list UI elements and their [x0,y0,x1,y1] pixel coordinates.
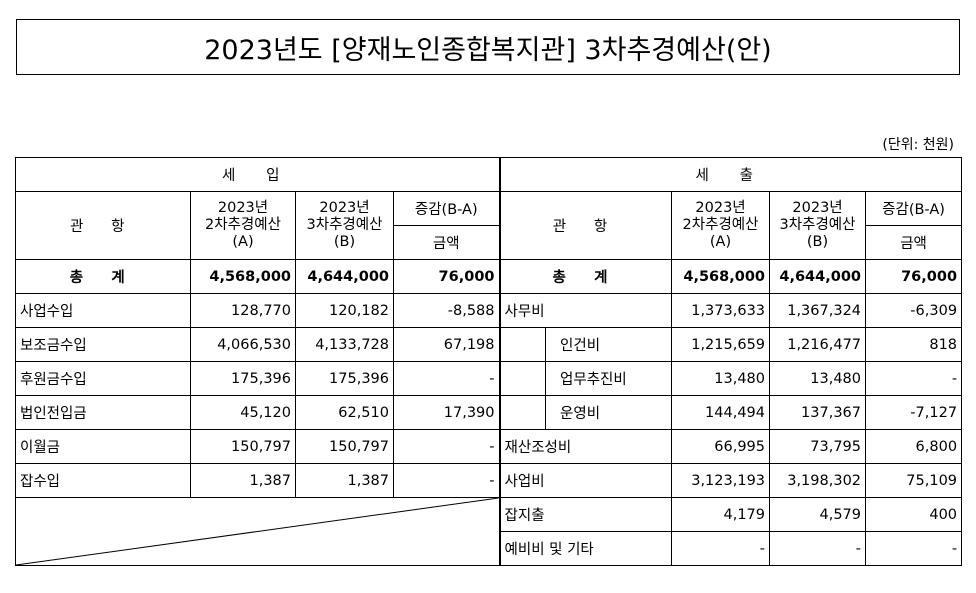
total-row: 총 계 4,568,000 4,644,000 76,000 총 계 4,568… [15,259,963,294]
expense-row-a: 1,215,659 [671,327,771,362]
income-row-label: 보조금수입 [15,327,191,362]
expense-indent-cell [498,327,547,362]
table-row: 후원금수입 175,396 175,396 - 업무추진비 13,480 13,… [15,361,963,396]
income-col-diff: 증감(B-A) [392,191,501,226]
income-row-a: 4,066,530 [190,327,296,362]
table-row: 사업수입 128,770 120,182 -8,588 사무비 1,373,63… [15,293,963,328]
income-row-diff: -8,588 [392,293,501,328]
budget-table: 세 입 세 출 관 항 2023년 2차추경예산 (A) 2023년 3차추경예산 (B… [14,157,963,566]
expense-col-b: 2023년 3차추경예산 (B) [769,191,867,260]
income-row-b: 120,182 [295,293,394,328]
expense-col-item: 관 항 [498,191,673,260]
expense-row-diff: 75,109 [865,463,963,498]
income-row-label: 잡수입 [15,463,191,498]
column-header-row-1: 관 항 2023년 2차추경예산 (A) 2023년 3차추경예산 (B) 증감(B-A… [15,191,963,260]
expense-row-label: 운영비 [545,395,673,430]
income-row-diff: - [392,429,501,464]
column-header-row-2: 금액 금액 [16,225,963,260]
table-row: 이월금 150,797 150,797 - 재산조성비 66,995 73,79… [15,429,963,464]
income-total-label: 총 계 [15,259,191,294]
expense-row-b: 1,216,477 [769,327,867,362]
income-row-label: 이월금 [15,429,191,464]
expense-row-a: 3,123,193 [671,463,771,498]
unit-label: (단위: 천원) [882,137,954,153]
income-row-a: 45,120 [190,395,296,430]
expense-row-a: 1,373,633 [671,293,771,328]
expense-row-diff: -7,127 [865,395,963,430]
expense-total-label: 총 계 [498,259,673,294]
expense-total-a: 4,568,000 [671,259,771,294]
diagonal-line [16,498,499,565]
section-header-row: 세 입 세 출 [14,157,963,192]
income-row-diff: 67,198 [392,327,501,362]
income-row-a: 150,797 [190,429,296,464]
income-row-b: 175,396 [295,361,394,396]
expense-row-a: 13,480 [671,361,771,396]
income-row-a: 128,770 [190,293,296,328]
income-section-header: 세 입 [14,157,501,192]
income-row-a: 1,387 [190,463,296,498]
table-row: 예비비 및 기타 - - - [16,531,963,566]
title-text: 2023년도 [양재노인종합복지관] 3차추경예산(안) [204,34,772,66]
income-row-b: 62,510 [295,395,394,430]
income-total-a: 4,568,000 [190,259,296,294]
expense-row-a: 66,995 [671,429,771,464]
expense-col-diff: 증감(B-A) [865,191,963,226]
expense-row-a: 4,179 [671,497,771,532]
income-row-diff: - [392,463,501,498]
expense-row-diff: 818 [865,327,963,362]
income-row-label: 후원금수입 [15,361,191,396]
expense-row-label: 재산조성비 [498,429,673,464]
expense-row-b: 1,367,324 [769,293,867,328]
income-row-label: 사업수입 [15,293,191,328]
expense-row-a: - [671,531,771,566]
expense-row-b: 137,367 [769,395,867,430]
expense-total-diff: 76,000 [865,259,963,294]
expense-row-diff: - [865,361,963,396]
table-row: 잡지출 4,179 4,579 400 [14,497,963,566]
expense-row-diff: - [865,531,963,566]
expense-row-b: 3,198,302 [769,463,867,498]
table-row: 법인전입금 45,120 62,510 17,390 운영비 144,494 1… [15,395,963,430]
income-row-a: 175,396 [190,361,296,396]
income-row-b: 4,133,728 [295,327,394,362]
income-row-b: 1,387 [295,463,394,498]
table-row: 잡수입 1,387 1,387 - 사업비 3,123,193 3,198,30… [15,463,963,498]
document-title: 2023년도 [양재노인종합복지관] 3차추경예산(안) [16,19,960,75]
empty-diagonal-cell [14,497,501,566]
expense-total-b: 4,644,000 [769,259,867,294]
table-row: 보조금수입 4,066,530 4,133,728 67,198 인건비 1,2… [15,327,963,362]
expense-col-diff-sub: 금액 [865,225,963,260]
expense-row-diff: -6,309 [865,293,963,328]
income-total-b: 4,644,000 [295,259,394,294]
expense-row-diff: 400 [865,497,963,532]
expense-row-label: 사무비 [498,293,673,328]
expense-row-label: 잡지출 [498,497,673,532]
income-col-item: 관 항 [15,191,191,260]
income-row-diff: 17,390 [392,395,501,430]
expense-section-header: 세 출 [498,157,963,192]
expense-row-label: 사업비 [498,463,673,498]
expense-indent-cell [498,361,547,396]
expense-row-b: 4,579 [769,497,867,532]
expense-indent-cell [498,395,547,430]
expense-row-label: 인건비 [545,327,673,362]
expense-row-diff: 6,800 [865,429,963,464]
income-row-diff: - [392,361,501,396]
income-col-a: 2023년 2차추경예산 (A) [190,191,296,260]
expense-row-b: - [769,531,867,566]
income-row-b: 150,797 [295,429,394,464]
income-col-diff-sub: 금액 [392,225,501,260]
income-col-b: 2023년 3차추경예산 (B) [295,191,394,260]
expense-row-label: 업무추진비 [545,361,673,396]
expense-row-label: 예비비 및 기타 [498,531,673,566]
income-total-diff: 76,000 [392,259,501,294]
expense-row-a: 144,494 [671,395,771,430]
expense-row-b: 13,480 [769,361,867,396]
income-row-label: 법인전입금 [15,395,191,430]
expense-row-b: 73,795 [769,429,867,464]
expense-col-a: 2023년 2차추경예산 (A) [671,191,771,260]
